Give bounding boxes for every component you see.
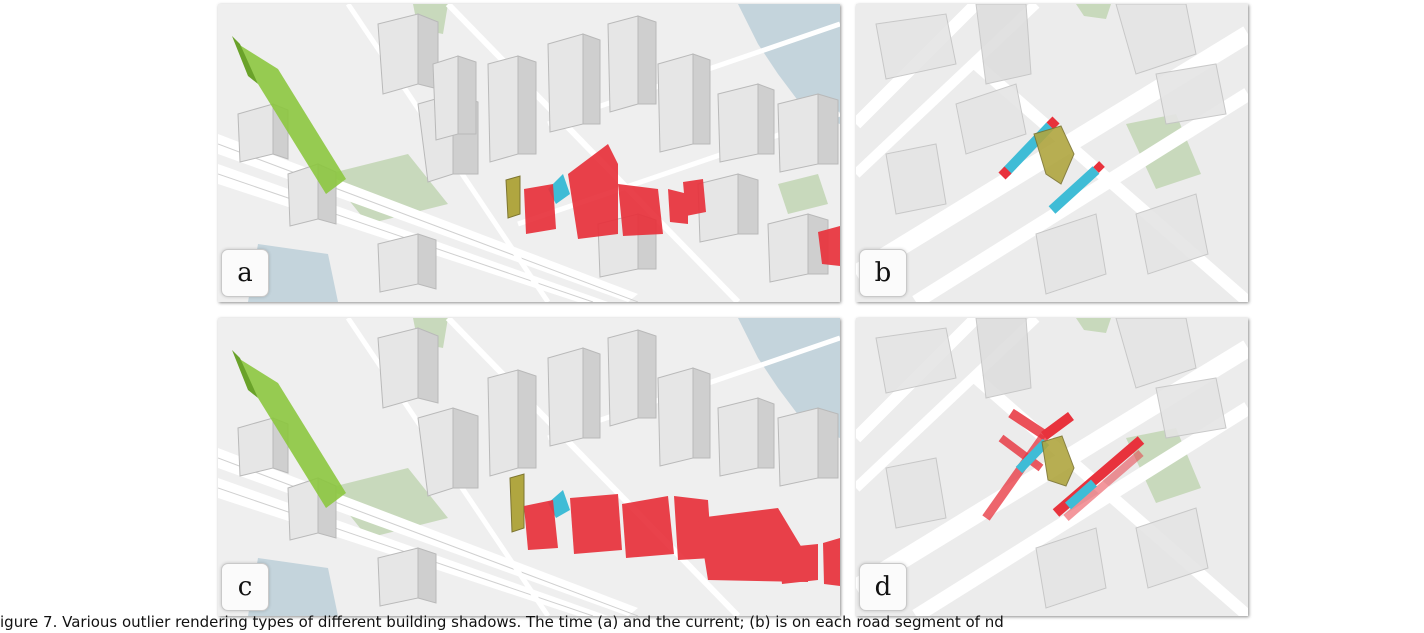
city-map-a [218, 4, 840, 302]
panel-label-a: a [221, 249, 269, 297]
map-panel-c[interactable]: c [218, 318, 840, 616]
panel-label-b: b [859, 249, 907, 297]
landmark-tower [238, 44, 346, 194]
shadow-cluster-a [524, 144, 840, 266]
segment-shadow [1015, 438, 1050, 474]
city-map-d [856, 318, 1248, 616]
map-panel-d[interactable]: d [856, 318, 1248, 616]
target-building [1033, 125, 1075, 185]
target-building [505, 175, 521, 219]
map-panel-b[interactable]: b [856, 4, 1248, 302]
park-area [328, 468, 448, 538]
city-map-c [218, 318, 840, 616]
target-building [1041, 435, 1075, 487]
shadow-cluster-c [524, 494, 840, 586]
map-panel-a[interactable]: a [218, 4, 840, 302]
panel-label-c: c [221, 563, 269, 611]
panel-label-d: d [859, 563, 907, 611]
city-map-b [856, 4, 1248, 302]
target-building [509, 473, 525, 533]
landmark-tower [238, 358, 346, 508]
park-area [328, 154, 448, 224]
figure-caption: igure 7. Various outlier rendering types… [0, 613, 1004, 631]
